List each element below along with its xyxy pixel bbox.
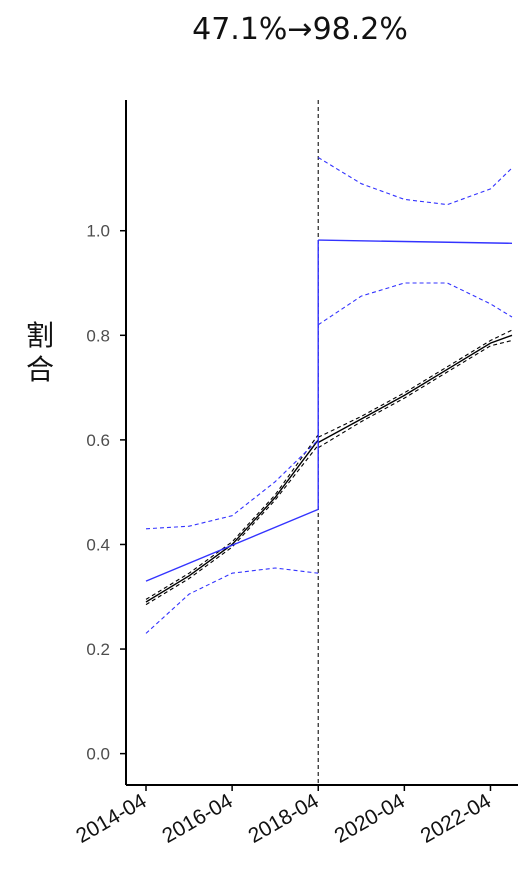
axes <box>125 100 518 786</box>
chart-title: 47.1%→98.2% <box>192 12 408 47</box>
x-tick-label: 2022-04 <box>417 789 496 848</box>
y-tick-label: 0.4 <box>86 535 110 554</box>
y-axis-label: 割合 <box>26 319 54 386</box>
y-ticks: 0.0 0.2 0.4 0.6 0.8 1.0 <box>86 222 126 764</box>
series-line-observed-upper-1 <box>145 434 319 600</box>
series-line-observed-upper-4 <box>317 329 513 438</box>
y-tick-label: 0.0 <box>86 745 110 764</box>
series-group <box>145 157 513 634</box>
series-line-model-10 <box>318 239 513 244</box>
x-tick-label: 2016-04 <box>158 789 237 848</box>
y-tick-label: 0.2 <box>86 640 110 659</box>
x-tick-label: 2020-04 <box>331 789 410 848</box>
series-line-model-upper-11 <box>317 157 513 206</box>
y-axis-label-char: 合 <box>26 353 54 386</box>
series-line-observed-lower-5 <box>317 339 513 449</box>
series-line-model-lower-8 <box>145 567 319 634</box>
series-line-observed-lower-2 <box>145 444 319 606</box>
y-tick-label: 1.0 <box>86 222 110 241</box>
y-tick-label: 0.6 <box>86 431 110 450</box>
x-tick-label: 2018-04 <box>244 789 323 848</box>
y-axis-label-char: 割 <box>26 319 54 352</box>
x-tick-label: 2014-04 <box>72 789 151 848</box>
series-line-model-upper-7 <box>145 439 319 530</box>
series-line-model-lower-12 <box>317 282 513 326</box>
series-line-observed-0 <box>145 439 319 603</box>
series-line-model-6 <box>145 508 319 582</box>
y-tick-label: 0.8 <box>86 326 110 345</box>
x-ticks: 2014-04 2016-04 2018-04 2020-04 2022-04 <box>72 785 495 848</box>
series-line-observed-3 <box>317 334 513 444</box>
